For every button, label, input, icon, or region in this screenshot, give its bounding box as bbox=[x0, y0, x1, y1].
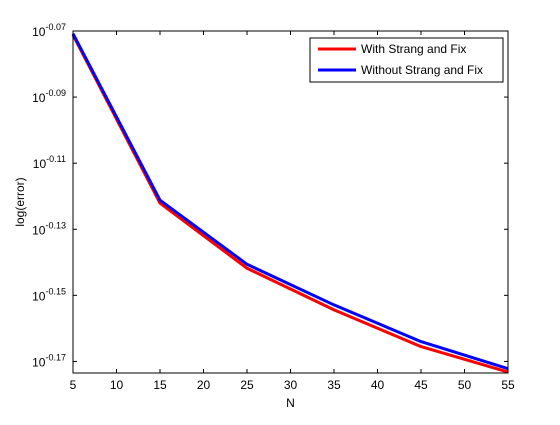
x-tick-label: 5 bbox=[70, 378, 77, 392]
x-tick-label: 25 bbox=[240, 378, 254, 392]
x-tick-label: 20 bbox=[197, 378, 211, 392]
x-tick-label: 40 bbox=[371, 378, 385, 392]
x-tick-label: 50 bbox=[458, 378, 472, 392]
x-tick-label: 10 bbox=[110, 378, 124, 392]
y-axis-label: log(error) bbox=[13, 177, 27, 226]
legend-label-without-strang-and-fix: Without Strang and Fix bbox=[361, 63, 483, 77]
x-tick-label: 45 bbox=[414, 378, 428, 392]
x-tick-label: 15 bbox=[153, 378, 167, 392]
x-tick-label: 55 bbox=[501, 378, 515, 392]
x-axis-label: N bbox=[286, 396, 295, 410]
x-tick-label: 35 bbox=[327, 378, 341, 392]
legend-label-with-strang-and-fix: With Strang and Fix bbox=[361, 42, 466, 56]
x-tick-label: 30 bbox=[284, 378, 298, 392]
legend: With Strang and Fix Without Strang and F… bbox=[310, 38, 503, 82]
